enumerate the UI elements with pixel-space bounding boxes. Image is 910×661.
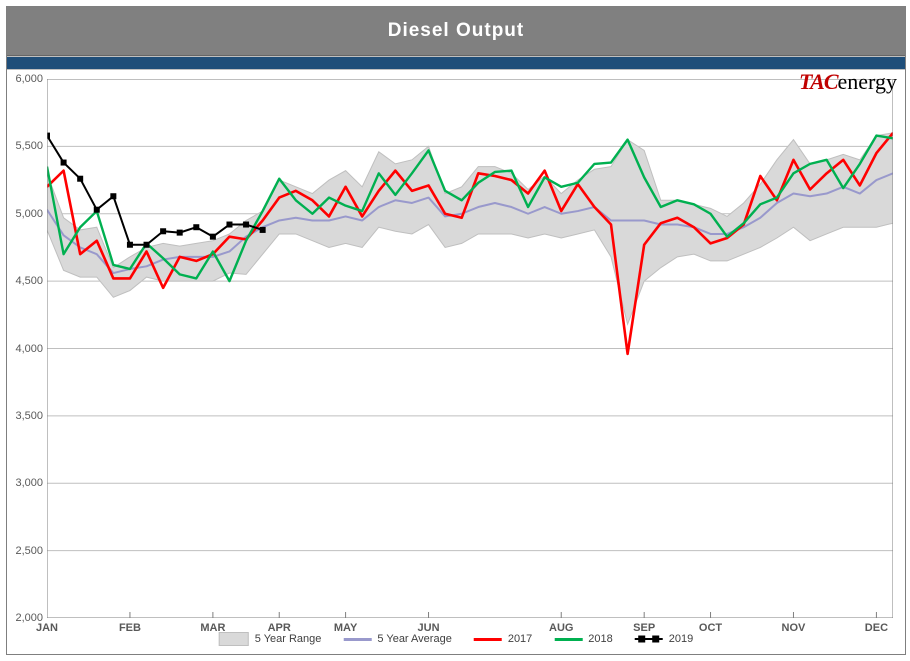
- legend-swatch-2019: [635, 633, 663, 645]
- accent-strip: [7, 56, 905, 70]
- legend-label-2018: 2018: [588, 633, 612, 645]
- legend-item-range: 5 Year Range: [219, 632, 322, 646]
- legend-item-2019: 2019: [635, 633, 693, 645]
- y-tick-label: 2,500: [15, 545, 43, 557]
- legend-label-2019: 2019: [669, 633, 693, 645]
- legend-label-avg: 5 Year Average: [377, 633, 451, 645]
- legend-label-2017: 2017: [508, 633, 532, 645]
- legend-swatch-avg: [343, 638, 371, 641]
- x-tick-label: DEC: [865, 622, 888, 634]
- legend-swatch-range: [219, 632, 249, 646]
- legend-item-2018: 2018: [554, 633, 612, 645]
- y-tick-label: 4,000: [15, 343, 43, 355]
- legend-swatch-2017: [474, 638, 502, 641]
- y-tick-label: 6,000: [15, 73, 43, 85]
- chart-title: Diesel Output: [7, 7, 905, 56]
- legend-swatch-2018: [554, 638, 582, 641]
- y-tick-label: 5,500: [15, 140, 43, 152]
- x-tick-label: NOV: [782, 622, 806, 634]
- legend: 5 Year Range 5 Year Average 2017 2018 20…: [219, 632, 694, 646]
- logo-energy: energy: [838, 69, 897, 94]
- brand-logo: TACenergy: [799, 69, 897, 95]
- y-tick-label: 3,000: [15, 477, 43, 489]
- logo-tac: TAC: [799, 69, 838, 94]
- x-tick-label: JAN: [36, 622, 58, 634]
- chart-container: Diesel Output TACenergy 2,0002,5003,0003…: [6, 6, 906, 655]
- chart-svg: [47, 79, 893, 618]
- legend-item-avg: 5 Year Average: [343, 633, 451, 645]
- y-tick-label: 5,000: [15, 208, 43, 220]
- plot-area: 2,0002,5003,0003,5004,0004,5005,0005,500…: [47, 79, 893, 618]
- x-tick-label: FEB: [119, 622, 141, 634]
- legend-label-range: 5 Year Range: [255, 633, 322, 645]
- y-tick-label: 3,500: [15, 410, 43, 422]
- legend-item-2017: 2017: [474, 633, 532, 645]
- x-tick-label: OCT: [699, 622, 722, 634]
- y-tick-label: 4,500: [15, 275, 43, 287]
